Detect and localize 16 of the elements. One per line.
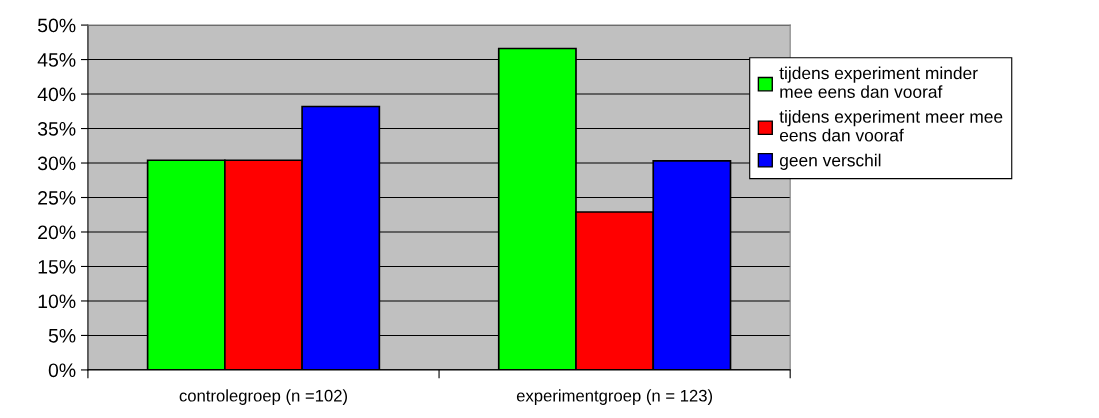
- y-tick-label: 10%: [38, 294, 76, 309]
- y-tick-label: 15%: [38, 260, 76, 274]
- y-tick-label: 0%: [48, 363, 76, 378]
- x-tick-label: experimentgroep (n = 123): [516, 389, 713, 405]
- legend-label: tijdens experiment meer mee eens dan vooraf: [779, 110, 1003, 142]
- y-tick-label: 35%: [37, 122, 76, 136]
- y-tick-label: 25%: [38, 190, 76, 205]
- y-tick-label: 5%: [48, 329, 76, 343]
- y-tick-label: 30%: [37, 156, 76, 171]
- y-tick-label: 45%: [37, 53, 76, 67]
- y-tick-label: 40%: [37, 87, 76, 102]
- x-tick-label: controlegroep (n =102): [179, 389, 347, 405]
- y-tick-label: 50%: [37, 18, 76, 33]
- y-tick-label: 20%: [38, 225, 76, 240]
- legend-label: geen verschil: [779, 153, 881, 170]
- legend-label: tijdens experiment minder mee eens dan vooraf: [779, 66, 978, 98]
